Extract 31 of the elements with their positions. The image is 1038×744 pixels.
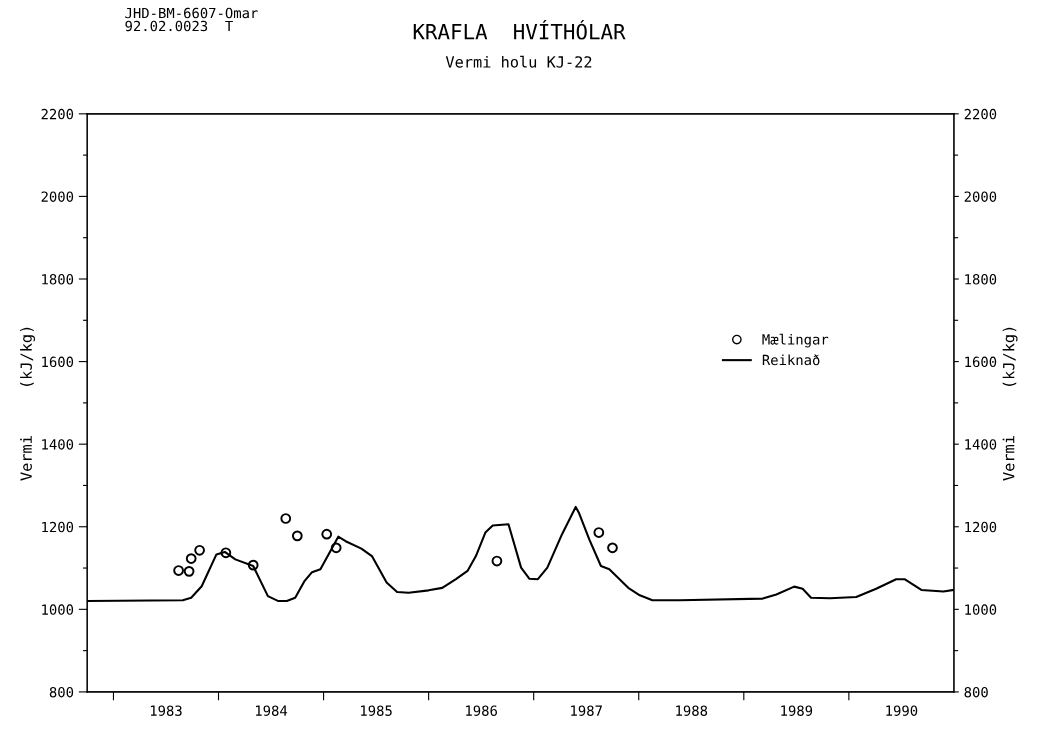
- y-tick-label: 2200: [41, 108, 74, 120]
- x-tick-label: 1986: [466, 705, 497, 716]
- legend-label: Mælingar: [762, 333, 829, 348]
- text: JHD-BM-6607-Omar 92.02.0023 T: [125, 7, 258, 32]
- chart-subtitle: Vermi holu KJ-22: [445, 55, 592, 68]
- y-tick-label: 1200: [42, 521, 74, 533]
- y-axis-title: Vermi (kJ/kg): [20, 327, 35, 481]
- x-tick-label: 1987: [571, 705, 602, 716]
- y-tick-label: 2000: [41, 191, 74, 202]
- y2-tick-label: 800: [964, 686, 988, 698]
- y-tick-label: 1400: [42, 439, 74, 450]
- x-tick-label: 1989: [781, 705, 813, 716]
- y2-tick-label: 2200: [964, 108, 997, 120]
- y2-tick-label: 1400: [965, 439, 997, 450]
- y2-tick-label: 1000: [965, 604, 997, 615]
- y-tick-label: 1000: [42, 604, 74, 615]
- chart-title: KRAFLA HVÍTHÓLAR: [413, 20, 626, 40]
- x-tick-label: 1990: [886, 705, 918, 716]
- y2-tick-label: 1800: [965, 274, 997, 285]
- legend-label: Reiknað: [762, 354, 820, 366]
- y2-axis-title: Vermi (kJ/kg): [1002, 327, 1018, 481]
- x-tick-label: 1983: [150, 705, 182, 716]
- y2-tick-label: 2000: [964, 191, 997, 202]
- y-tick-label: 1800: [42, 274, 74, 285]
- y2-tick-label: 1200: [965, 521, 997, 533]
- y2-tick-label: 1600: [965, 356, 997, 368]
- y-tick-label: 800: [49, 686, 74, 698]
- x-tick-label: 1984: [255, 705, 288, 716]
- x-tick-label: 1985: [361, 705, 392, 716]
- x-tick-label: 1988: [676, 705, 708, 716]
- y-tick-label: 1600: [42, 356, 74, 368]
